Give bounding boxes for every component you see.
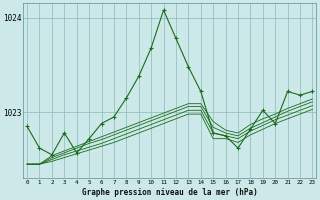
X-axis label: Graphe pression niveau de la mer (hPa): Graphe pression niveau de la mer (hPa) <box>82 188 258 197</box>
